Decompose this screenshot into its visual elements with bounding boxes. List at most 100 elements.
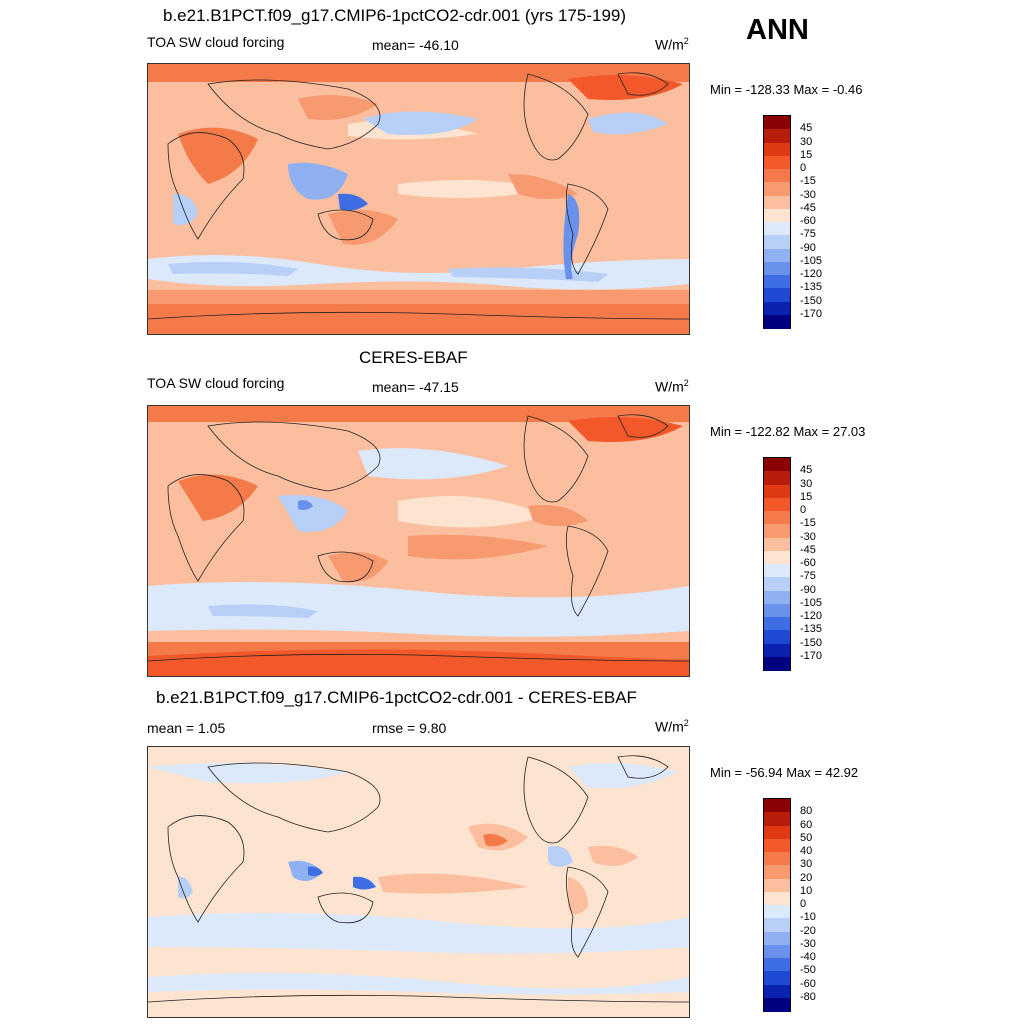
units-label: W/m2 bbox=[655, 36, 689, 53]
colorbar-box bbox=[764, 524, 790, 538]
colorbar-box bbox=[764, 314, 790, 329]
colorbar-box bbox=[764, 484, 790, 499]
colorbar-box bbox=[764, 497, 790, 512]
colorbar-box bbox=[764, 129, 790, 143]
colorbar-box bbox=[764, 656, 790, 671]
colorbar-label: -170 bbox=[800, 307, 823, 320]
colorbar-diff bbox=[763, 798, 791, 1012]
map-diff bbox=[147, 746, 690, 1018]
variable-label: TOA SW cloud forcing bbox=[147, 375, 285, 391]
colorbar-label: 0 bbox=[800, 898, 807, 910]
colorbar-box bbox=[764, 288, 790, 302]
colorbar-label: 0 bbox=[800, 504, 807, 516]
colorbar-box bbox=[764, 852, 790, 866]
colorbar-label: 45 bbox=[800, 464, 813, 477]
panel-title: b.e21.B1PCT.f09_g17.CMIP6-1pctCO2-cdr.00… bbox=[156, 688, 637, 707]
colorbar-box bbox=[764, 182, 790, 196]
colorbar-box bbox=[764, 511, 790, 525]
colorbar-label: 10 bbox=[800, 884, 813, 897]
colorbar-box bbox=[764, 235, 790, 249]
colorbar-label: 30 bbox=[800, 135, 813, 148]
colorbar-label: -40 bbox=[800, 951, 816, 963]
colorbar-label: 30 bbox=[800, 477, 813, 490]
colorbar-label: 20 bbox=[800, 871, 813, 884]
colorbar-box bbox=[764, 155, 790, 170]
colorbar-obs bbox=[763, 457, 791, 671]
colorbar-label: -120 bbox=[800, 610, 823, 622]
colorbar-box bbox=[764, 564, 790, 578]
colorbar-label: -15 bbox=[800, 175, 816, 188]
colorbar-label: -90 bbox=[800, 241, 816, 254]
colorbar-label: 15 bbox=[800, 490, 813, 503]
units-label: W/m2 bbox=[655, 378, 689, 395]
panel-title: CERES-EBAF bbox=[359, 348, 468, 367]
colorbar-box bbox=[764, 169, 790, 183]
colorbar-box bbox=[764, 208, 790, 223]
colorbar-label: -105 bbox=[800, 254, 823, 267]
colorbar-label: -60 bbox=[800, 977, 816, 990]
season-label: ANN bbox=[746, 14, 809, 46]
colorbar-box bbox=[764, 931, 790, 946]
colorbar-box bbox=[764, 261, 790, 276]
mean-label: mean= -46.10 bbox=[372, 37, 459, 53]
colorbar-label: -20 bbox=[800, 924, 816, 937]
colorbar-box bbox=[764, 891, 790, 906]
colorbar-box bbox=[764, 812, 790, 826]
colorbar-box bbox=[764, 603, 790, 618]
colorbar-label: -105 bbox=[800, 596, 823, 609]
colorbar-label: 45 bbox=[800, 122, 813, 135]
colorbar-box bbox=[764, 590, 790, 605]
colorbar-label: -30 bbox=[800, 937, 816, 950]
colorbar-box bbox=[764, 971, 790, 985]
colorbar-label: 30 bbox=[800, 858, 813, 871]
colorbar-box bbox=[764, 799, 790, 813]
colorbar-box bbox=[764, 997, 790, 1012]
colorbar-label: -170 bbox=[800, 649, 823, 662]
colorbar-label: 0 bbox=[800, 162, 807, 174]
colorbar-box bbox=[764, 865, 790, 879]
colorbar-box bbox=[764, 301, 790, 316]
colorbar-label: -60 bbox=[800, 557, 816, 569]
colorbar-label: -120 bbox=[800, 268, 823, 280]
colorbar-label: -15 bbox=[800, 517, 816, 530]
colorbar-label: -135 bbox=[800, 281, 823, 294]
colorbar-label: -90 bbox=[800, 583, 816, 596]
map-model bbox=[147, 63, 690, 335]
colorbar-box bbox=[764, 944, 790, 959]
colorbar-label: -80 bbox=[800, 990, 816, 1003]
colorbar-box bbox=[764, 275, 790, 289]
minmax-label: Min = -56.94 Max = 42.92 bbox=[710, 765, 859, 780]
colorbar-label: -50 bbox=[800, 964, 816, 977]
colorbar-label: 80 bbox=[800, 805, 813, 818]
colorbar-label: -45 bbox=[800, 543, 816, 556]
colorbar-label: -150 bbox=[800, 294, 823, 307]
colorbar-box bbox=[764, 630, 790, 644]
colorbar-box bbox=[764, 458, 790, 472]
colorbar-box bbox=[764, 471, 790, 485]
variable-label: TOA SW cloud forcing bbox=[147, 34, 285, 50]
colorbar-box bbox=[764, 195, 790, 210]
mean-value-label: mean = 1.05 bbox=[147, 720, 226, 736]
colorbar-label: 40 bbox=[800, 845, 813, 857]
colorbar-label: -30 bbox=[800, 188, 816, 201]
minmax-label: Min = -122.82 Max = 27.03 bbox=[710, 424, 866, 439]
colorbar-box bbox=[764, 142, 790, 157]
units-label: W/m2 bbox=[655, 718, 689, 735]
colorbar-label: 50 bbox=[800, 831, 813, 844]
colorbar-label: 15 bbox=[800, 148, 813, 161]
colorbar-box bbox=[764, 984, 790, 999]
colorbar-box bbox=[764, 918, 790, 932]
colorbar-label: 60 bbox=[800, 818, 813, 831]
panel-title: b.e21.B1PCT.f09_g17.CMIP6-1pctCO2-cdr.00… bbox=[163, 6, 627, 25]
colorbar-model bbox=[763, 115, 791, 329]
rmse-label: rmse = 9.80 bbox=[372, 720, 447, 736]
colorbar-label: -135 bbox=[800, 623, 823, 636]
colorbar-box bbox=[764, 116, 790, 130]
colorbar-box bbox=[764, 248, 790, 263]
colorbar-box bbox=[764, 905, 790, 919]
colorbar-box bbox=[764, 643, 790, 658]
colorbar-box bbox=[764, 537, 790, 552]
colorbar-box bbox=[764, 825, 790, 840]
colorbar-label: -60 bbox=[800, 215, 816, 227]
colorbar-label: -75 bbox=[800, 570, 816, 583]
